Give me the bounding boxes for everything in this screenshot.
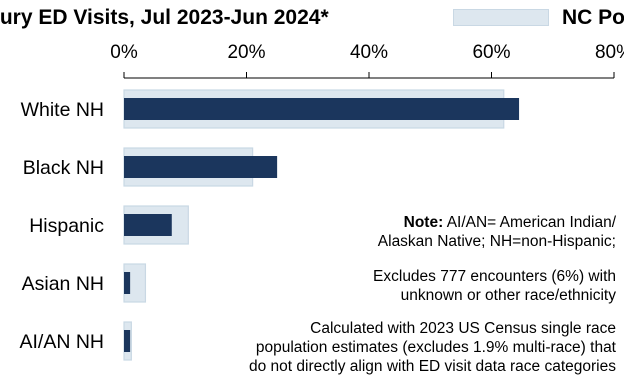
category-label: Black NH — [23, 157, 104, 179]
chart-title: jury ED Visits, Jul 2023-Jun 2024* — [0, 6, 329, 29]
x-tick-label: 0% — [110, 42, 138, 63]
visits-bar — [124, 330, 131, 352]
chart-area: jury ED Visits, Jul 2023-Jun 2024* NC Po… — [0, 6, 624, 375]
x-tick-label: 40% — [350, 42, 388, 63]
visits-bar — [124, 98, 520, 120]
visits-bar — [124, 156, 278, 178]
category-label: Hispanic — [29, 215, 104, 237]
x-tick-label: 80% — [595, 42, 624, 63]
x-tick-label: 60% — [472, 42, 510, 63]
category-label: AI/AN NH — [19, 331, 104, 353]
census-line-2: population estimates (excludes 1.9% mult… — [255, 339, 616, 356]
x-tick-label: 20% — [227, 42, 265, 63]
exclusion-line-1: Excludes 777 encounters (6%) with — [373, 268, 616, 285]
note-exclusions: Excludes 777 encounters (6%) with unknow… — [373, 267, 616, 305]
category-label: White NH — [21, 99, 104, 121]
note-census: Calculated with 2023 US Census single ra… — [249, 319, 616, 376]
category-label: Asian NH — [22, 273, 104, 295]
note-line-1: AI/AN= American Indian/ — [443, 214, 616, 231]
legend-label-population: NC Po — [562, 6, 624, 29]
legend-swatch-population — [453, 9, 549, 26]
bar-chart: 0% 20% 40% 60% 80% White NH Black NH Hispanic As… — [19, 42, 624, 361]
note-abbreviations: Note: AI/AN= American Indian/ Alaskan Na… — [378, 213, 616, 251]
visits-bar — [124, 214, 172, 236]
note-line-2: Alaskan Native; NH=non-Hispanic; — [377, 233, 616, 250]
census-line-1: Calculated with 2023 US Census single ra… — [310, 320, 616, 337]
visits-bar — [124, 272, 131, 294]
note-bold-label: Note: — [403, 214, 444, 231]
census-line-3: do not directly align with ED visit data… — [248, 358, 616, 375]
exclusion-line-2: unknown or other race/ethnicity — [400, 287, 616, 304]
